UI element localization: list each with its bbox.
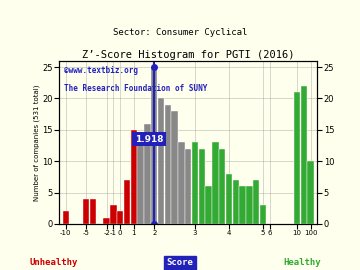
Bar	[233, 180, 239, 224]
Bar	[307, 161, 314, 224]
Y-axis label: Number of companies (531 total): Number of companies (531 total)	[33, 84, 40, 201]
Text: Unhealthy: Unhealthy	[30, 258, 78, 267]
Bar	[110, 205, 117, 224]
Text: The Research Foundation of SUNY: The Research Foundation of SUNY	[64, 84, 208, 93]
Bar	[253, 180, 260, 224]
Bar	[63, 211, 69, 224]
Bar	[144, 124, 151, 224]
Bar	[158, 99, 164, 224]
Bar	[178, 142, 185, 224]
Bar	[239, 186, 246, 224]
Bar	[151, 67, 157, 224]
Bar	[260, 205, 266, 224]
Bar	[171, 111, 178, 224]
Bar	[138, 136, 144, 224]
Bar	[83, 199, 90, 224]
Bar	[199, 148, 205, 224]
Bar	[131, 130, 137, 224]
Bar	[185, 148, 192, 224]
Bar	[90, 199, 96, 224]
Bar	[165, 105, 171, 224]
Bar	[124, 180, 130, 224]
Text: ©www.textbiz.org: ©www.textbiz.org	[64, 66, 138, 75]
Bar	[212, 142, 219, 224]
Text: Sector: Consumer Cyclical: Sector: Consumer Cyclical	[113, 28, 247, 37]
Bar	[206, 186, 212, 224]
Text: 1.918: 1.918	[135, 135, 163, 144]
Title: Z’-Score Histogram for PGTI (2016): Z’-Score Histogram for PGTI (2016)	[82, 50, 294, 60]
Bar	[226, 174, 232, 224]
Text: Score: Score	[167, 258, 193, 267]
Bar	[192, 142, 198, 224]
Bar	[246, 186, 253, 224]
Bar	[301, 86, 307, 224]
Text: Healthy: Healthy	[284, 258, 321, 267]
Bar	[294, 92, 300, 224]
Bar	[117, 211, 123, 224]
Bar	[103, 218, 110, 224]
Bar	[219, 148, 225, 224]
